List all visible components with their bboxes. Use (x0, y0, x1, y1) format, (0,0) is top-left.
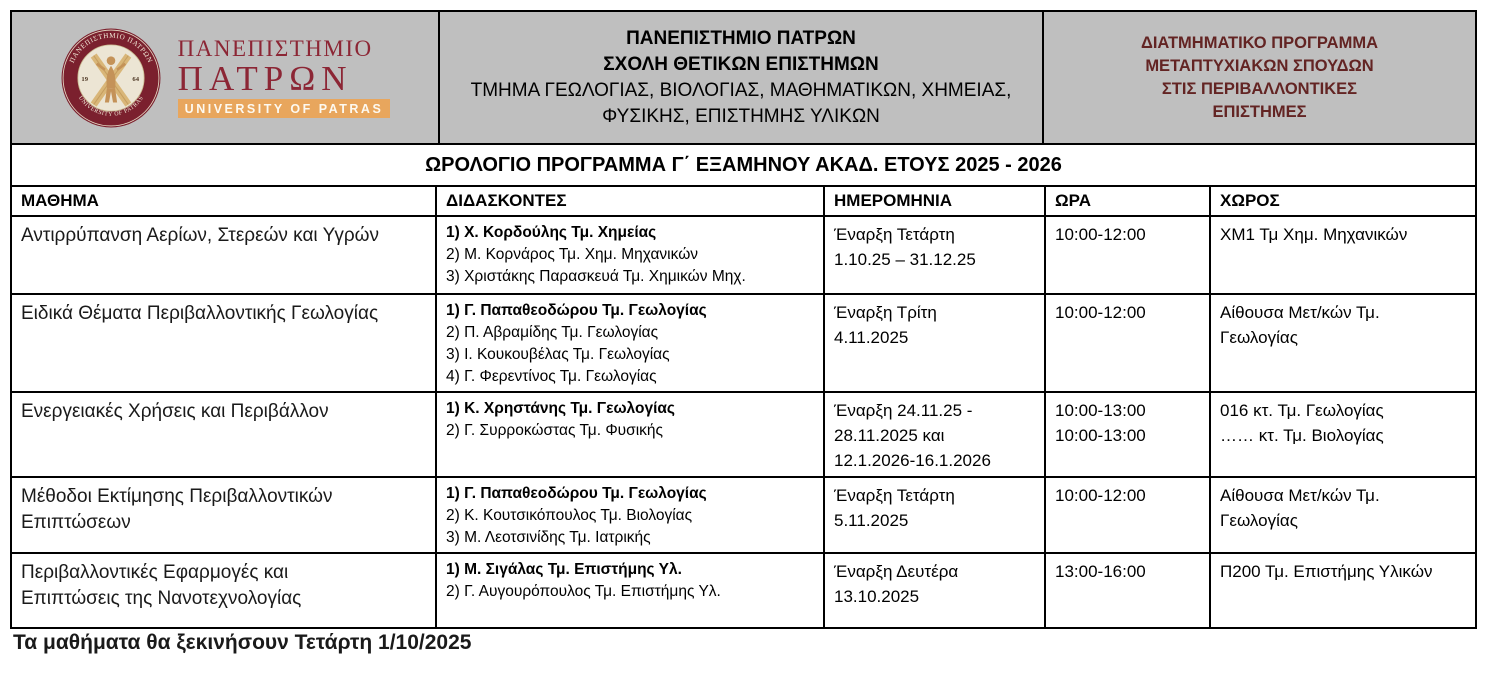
col-header-date: ΗΜΕΡΟΜΗΝΙΑ (823, 186, 1046, 217)
wordmark-line2: ΠΑΤΡΩΝ (177, 59, 353, 99)
table-row: Ειδικά Θέματα Περιβαλλοντικής Γεωλογίας … (12, 293, 1475, 393)
table-row: Αντιρρύπανση Αερίων, Στερεών και Υγρών 1… (12, 215, 1475, 295)
other-instructors: 2) Γ. Συρροκώστας Τμ. Φυσικής (446, 422, 664, 439)
program-line1: ΔΙΑΤΜΗΜΑΤΙΚΟ ΠΡΟΓΡΑΜΜΑ (1140, 33, 1379, 52)
lead-instructor: 1) Χ. Κορδούλης Τμ. Χημείας (446, 224, 657, 241)
school-name: ΣΧΟΛΗ ΘΕΤΙΚΩΝ ΕΠΙΣΤΗΜΩΝ (603, 53, 879, 75)
timetable-document: 19 64 ΠΑΝΕΠΙΣΤΗΜΙΟ ΠΑΤΡΩΝ UNIVERSITY OF … (10, 10, 1477, 629)
schedule-title: ΩΡΟΛΟΓΙΟ ΠΡΟΓΡΑΜΜΑ Γ΄ ΕΞΑΜΗΝΟΥ ΑΚΑΔ. ΕΤΟ… (12, 143, 1475, 185)
other-instructors: 2) Μ. Κορνάρος Τμ. Χημ. Μηχανικών 3) Χρι… (446, 246, 746, 285)
departments-line1: ΤΜΗΜΑ ΓΕΩΛΟΓΙΑΣ, ΒΙΟΛΟΓΙΑΣ, ΜΑΘΗΜΑΤΙΚΩΝ,… (470, 79, 1012, 101)
cell-date: Έναρξη Τετάρτη 5.11.2025 (823, 476, 1046, 554)
table-row: Μέθοδοι Εκτίμησης Περιβαλλοντικών Επιπτώ… (12, 476, 1475, 554)
schedule-table: ΜΑΘΗΜΑ ΔΙΔΑΣΚΟΝΤΕΣ ΗΜΕΡΟΜΗΝΙΑ ΩΡΑ ΧΩΡΟΣ … (12, 185, 1475, 627)
cell-course: Μέθοδοι Εκτίμησης Περιβαλλοντικών Επιπτώ… (12, 476, 437, 554)
other-instructors: 2) Π. Αβραμίδης Τμ. Γεωλογίας 3) Ι. Κουκ… (446, 324, 670, 385)
program-line3: ΣΤΙΣ ΠΕΡΙΒΑΛΛΟΝΤΙΚΕΣ (1161, 79, 1358, 98)
cell-time: 10:00-12:00 (1044, 293, 1211, 393)
cell-course: Αντιρρύπανση Αερίων, Στερεών και Υγρών (12, 215, 437, 295)
departments-line2: ΦΥΣΙΚΗΣ, ΕΠΙΣΤΗΜΗΣ ΥΛΙΚΩΝ (602, 105, 880, 127)
cell-date: Έναρξη 24.11.25 - 28.11.2025 και 12.1.20… (823, 391, 1046, 478)
cell-time: 10:00-12:00 (1044, 476, 1211, 554)
cell-instructors: 1) Κ. Χρηστάνης Τμ. Γεωλογίας 2) Γ. Συρρ… (435, 391, 825, 478)
cell-room: Αίθουσα Μετ/κών Τμ. Γεωλογίας (1209, 293, 1475, 393)
col-header-instructors: ΔΙΔΑΣΚΟΝΤΕΣ (435, 186, 825, 217)
cell-room: ΧΜ1 Τμ Χημ. Μηχανικών (1209, 215, 1475, 295)
cell-time: 13:00-16:00 (1044, 552, 1211, 627)
cell-instructors: 1) Χ. Κορδούλης Τμ. Χημείας 2) Μ. Κορνάρ… (435, 215, 825, 295)
col-header-time: ΩΡΑ (1044, 186, 1211, 217)
cell-instructors: 1) Μ. Σιγάλας Τμ. Επιστήμης Υλ. 2) Γ. Αυ… (435, 552, 825, 627)
table-header-row: ΜΑΘΗΜΑ ΔΙΔΑΣΚΟΝΤΕΣ ΗΜΕΡΟΜΗΝΙΑ ΩΡΑ ΧΩΡΟΣ (12, 186, 1475, 217)
document-header: 19 64 ΠΑΝΕΠΙΣΤΗΜΙΟ ΠΑΤΡΩΝ UNIVERSITY OF … (12, 12, 1475, 143)
lead-instructor: 1) Μ. Σιγάλας Τμ. Επιστήμης Υλ. (446, 561, 682, 578)
cell-date: Έναρξη Τετάρτη 1.10.25 – 31.12.25 (823, 215, 1046, 295)
university-wordmark: ΠΑΝΕΠΙΣΤΗΜΙΟ ΠΑΤΡΩΝ UNIVERSITY OF PATRAS (177, 35, 391, 119)
lead-instructor: 1) Κ. Χρηστάνης Τμ. Γεωλογίας (446, 400, 675, 417)
cell-room: Αίθουσα Μετ/κών Τμ. Γεωλογίας (1209, 476, 1475, 554)
cell-time: 10:00-12:00 (1044, 215, 1211, 295)
wordmark-line1: ΠΑΝΕΠΙΣΤΗΜΙΟ (177, 35, 373, 61)
cell-course: Ειδικά Θέματα Περιβαλλοντικής Γεωλογίας (12, 293, 437, 393)
other-instructors: 2) Γ. Αυγουρόπουλος Τμ. Επιστήμης Υλ. (446, 583, 721, 600)
col-header-course: ΜΑΘΗΜΑ (12, 186, 437, 217)
seal-year-left: 19 (81, 76, 88, 83)
start-date-note: Τα μαθήματα θα ξεκινήσουν Τετάρτη 1/10/2… (13, 631, 472, 654)
header-program-cell: ΔΙΑΤΜΗΜΑΤΙΚΟ ΠΡΟΓΡΑΜΜΑ ΜΕΤΑΠΤΥΧΙΑΚΩΝ ΣΠΟ… (1044, 12, 1475, 143)
seal-year-right: 64 (132, 76, 139, 83)
institution-name: ΠΑΝΕΠΙΣΤΗΜΙΟ ΠΑΤΡΩΝ (626, 27, 856, 49)
lead-instructor: 1) Γ. Παπαθεοδώρου Τμ. Γεωλογίας (446, 485, 707, 502)
cell-course: Ενεργειακές Χρήσεις και Περιβάλλον (12, 391, 437, 478)
cell-room: Π200 Τμ. Επιστήμης Υλικών (1209, 552, 1475, 627)
other-instructors: 2) Κ. Κουτσικόπουλος Τμ. Βιολογίας 3) Μ.… (446, 507, 693, 546)
header-logo-cell: 19 64 ΠΑΝΕΠΙΣΤΗΜΙΟ ΠΑΤΡΩΝ UNIVERSITY OF … (12, 12, 440, 143)
cell-instructors: 1) Γ. Παπαθεοδώρου Τμ. Γεωλογίας 2) Π. Α… (435, 293, 825, 393)
cell-date: Έναρξη Τρίτη 4.11.2025 (823, 293, 1046, 393)
cell-time: 10:00-13:00 10:00-13:00 (1044, 391, 1211, 478)
cell-date: Έναρξη Δευτέρα 13.10.2025 (823, 552, 1046, 627)
program-line4: ΕΠΙΣΤΗΜΕΣ (1212, 102, 1307, 121)
program-line2: ΜΕΤΑΠΤΥΧΙΑΚΩΝ ΣΠΟΥΔΩΝ (1145, 56, 1374, 75)
university-seal-logo: 19 64 ΠΑΝΕΠΙΣΤΗΜΙΟ ΠΑΤΡΩΝ UNIVERSITY OF … (61, 28, 161, 127)
seal-figure-icon (106, 55, 115, 65)
table-row: Περιβαλλοντικές Εφαρμογές και Επιπτώσεις… (12, 552, 1475, 627)
col-header-room: ΧΩΡΟΣ (1209, 186, 1475, 217)
cell-instructors: 1) Γ. Παπαθεοδώρου Τμ. Γεωλογίας 2) Κ. Κ… (435, 476, 825, 554)
cell-course: Περιβαλλοντικές Εφαρμογές και Επιπτώσεις… (12, 552, 437, 627)
header-institution-cell: ΠΑΝΕΠΙΣΤΗΜΙΟ ΠΑΤΡΩΝ ΣΧΟΛΗ ΘΕΤΙΚΩΝ ΕΠΙΣΤΗ… (440, 12, 1044, 143)
cell-room: 016 κτ. Τμ. Γεωλογίας …… κτ. Τμ. Βιολογί… (1209, 391, 1475, 478)
table-row: Ενεργειακές Χρήσεις και Περιβάλλον 1) Κ.… (12, 391, 1475, 478)
lead-instructor: 1) Γ. Παπαθεοδώρου Τμ. Γεωλογίας (446, 302, 707, 319)
wordmark-subtitle: UNIVERSITY OF PATRAS (177, 99, 391, 119)
